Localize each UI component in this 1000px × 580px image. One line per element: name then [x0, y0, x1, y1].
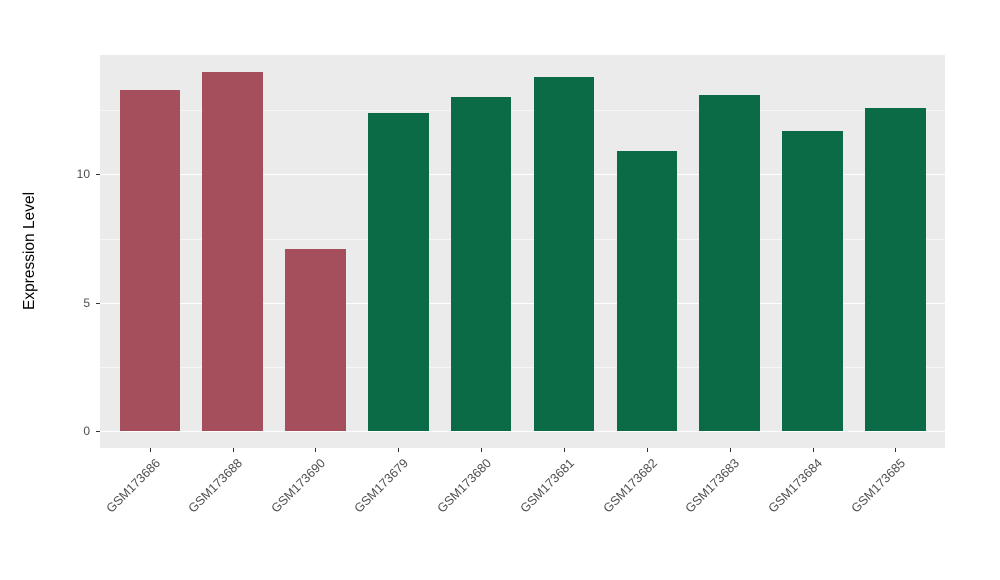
gridline-minor [100, 238, 945, 240]
x-tick-label-text: GSM173684 [765, 456, 826, 516]
x-tick-mark [729, 448, 731, 452]
x-tick-mark [812, 448, 814, 452]
y-tick-label: 5 [83, 295, 90, 310]
y-tick-mark [96, 431, 100, 433]
bar-GSM173681 [533, 76, 595, 432]
y-axis-title: Expression Level [21, 191, 38, 311]
bar-GSM173686 [119, 89, 180, 432]
x-tick-mark [398, 448, 400, 452]
x-tick-label-text: GSM173679 [351, 456, 412, 516]
bar-GSM173680 [450, 97, 512, 432]
plot-panel [100, 55, 945, 448]
x-tick-mark [563, 448, 565, 452]
y-tick-label: 0 [83, 424, 90, 439]
bar-GSM173685 [865, 107, 926, 432]
x-tick-mark [149, 448, 151, 452]
x-tick-mark [481, 448, 483, 452]
x-tick-label-text: GSM173680 [434, 456, 494, 516]
x-tick-mark [895, 448, 897, 452]
x-tick-label-text: GSM173690 [268, 456, 329, 516]
x-tick-label-text: GSM173685 [848, 456, 909, 516]
bar-GSM173684 [782, 130, 843, 432]
bar-GSM173690 [285, 248, 346, 432]
bar-GSM173688 [202, 71, 263, 432]
x-tick-mark [315, 448, 317, 452]
bar-GSM173679 [368, 112, 429, 432]
y-tick-mark [96, 174, 100, 176]
x-tick-label-text: GSM173683 [682, 456, 743, 516]
bar-GSM173683 [699, 94, 760, 432]
x-tick-mark [232, 448, 234, 452]
x-tick-mark [646, 448, 648, 452]
gridline-major [100, 302, 945, 304]
gridline-major [100, 174, 945, 176]
x-tick-label-text: GSM173681 [517, 456, 577, 516]
gridline-major [100, 431, 945, 433]
bar-GSM173682 [616, 151, 677, 432]
x-tick-label-text: GSM173688 [185, 456, 246, 516]
gridline-minor [100, 367, 945, 369]
x-tick-label-text: GSM173686 [103, 456, 163, 516]
gridline-minor [100, 110, 945, 112]
y-tick-mark [96, 302, 100, 304]
y-tick-label: 10 [76, 167, 90, 182]
x-tick-label-text: GSM173682 [600, 456, 660, 516]
